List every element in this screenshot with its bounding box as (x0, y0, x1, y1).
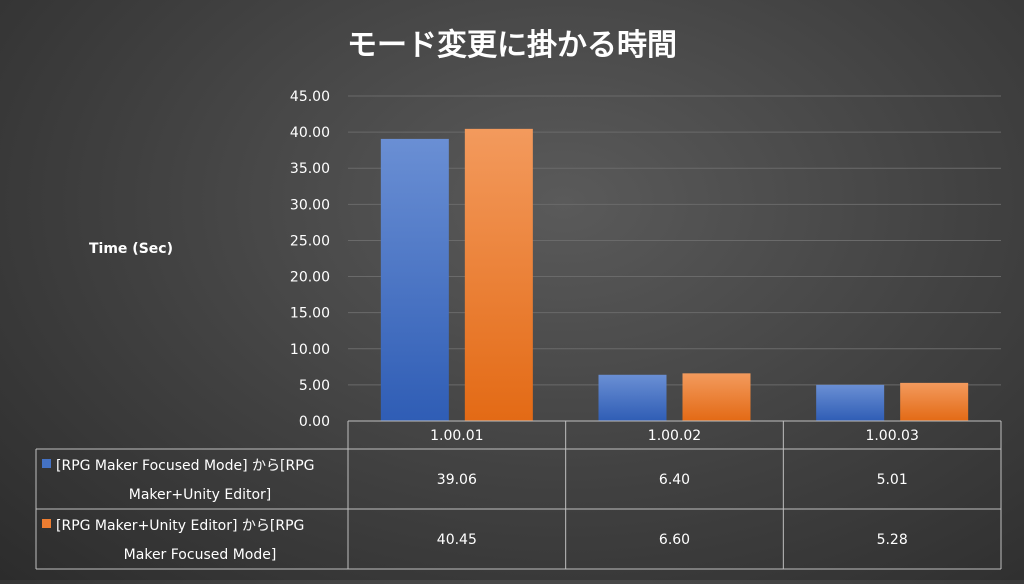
y-tick-label: 20.00 (290, 270, 330, 286)
data-table-grid (35, 420, 1002, 570)
bar-series-2 (464, 128, 533, 421)
legend-label-line-1: [RPG Maker+Unity Editor] から[RPG (56, 518, 304, 534)
bar-series-1 (598, 374, 667, 421)
y-tick-label: 10.00 (290, 342, 330, 358)
bar-series-2 (900, 382, 969, 421)
data-label: 6.40 (659, 472, 690, 488)
y-tick-label: 30.00 (290, 197, 330, 213)
bar-series-2 (682, 373, 751, 421)
y-tick-label: 35.00 (290, 161, 330, 177)
legend-key-series-1 (42, 459, 51, 468)
x-tick-label: 1.00.01 (430, 428, 483, 444)
legend-key-series-2 (42, 519, 51, 528)
data-label: 5.01 (877, 472, 908, 488)
legend-label-line-1: [RPG Maker Focused Mode] から[RPG (56, 458, 315, 474)
legend-label-line-2: Maker+Unity Editor] (129, 487, 272, 503)
bars (380, 128, 969, 421)
chart-title: モード変更に掛かる時間 (347, 28, 677, 63)
gridlines (348, 95, 1001, 386)
data-label: 5.28 (877, 532, 908, 548)
data-table: 1.00.01 1.00.02 1.00.03 [RPG Maker Focused … (42, 428, 919, 563)
y-tick-label: 15.00 (290, 306, 330, 322)
bar-series-1 (380, 138, 449, 421)
y-axis-label: Time (Sec) (89, 241, 173, 257)
data-label: 6.60 (659, 532, 690, 548)
y-tick-labels: 0.00 5.00 10.00 15.00 20.00 25.00 30.00 35.00 40… (290, 89, 330, 430)
legend-label-line-2: Maker Focused Mode] (124, 547, 277, 563)
y-tick-label: 0.00 (299, 414, 330, 430)
x-tick-label: 1.00.03 (865, 428, 918, 444)
y-tick-label: 40.00 (290, 125, 330, 141)
data-label: 40.45 (437, 532, 477, 548)
x-tick-label: 1.00.02 (648, 428, 701, 444)
data-label: 39.06 (437, 472, 477, 488)
y-tick-label: 5.00 (299, 378, 330, 394)
bar-series-1 (816, 384, 885, 421)
y-tick-label: 45.00 (290, 89, 330, 105)
y-tick-label: 25.00 (290, 233, 330, 249)
